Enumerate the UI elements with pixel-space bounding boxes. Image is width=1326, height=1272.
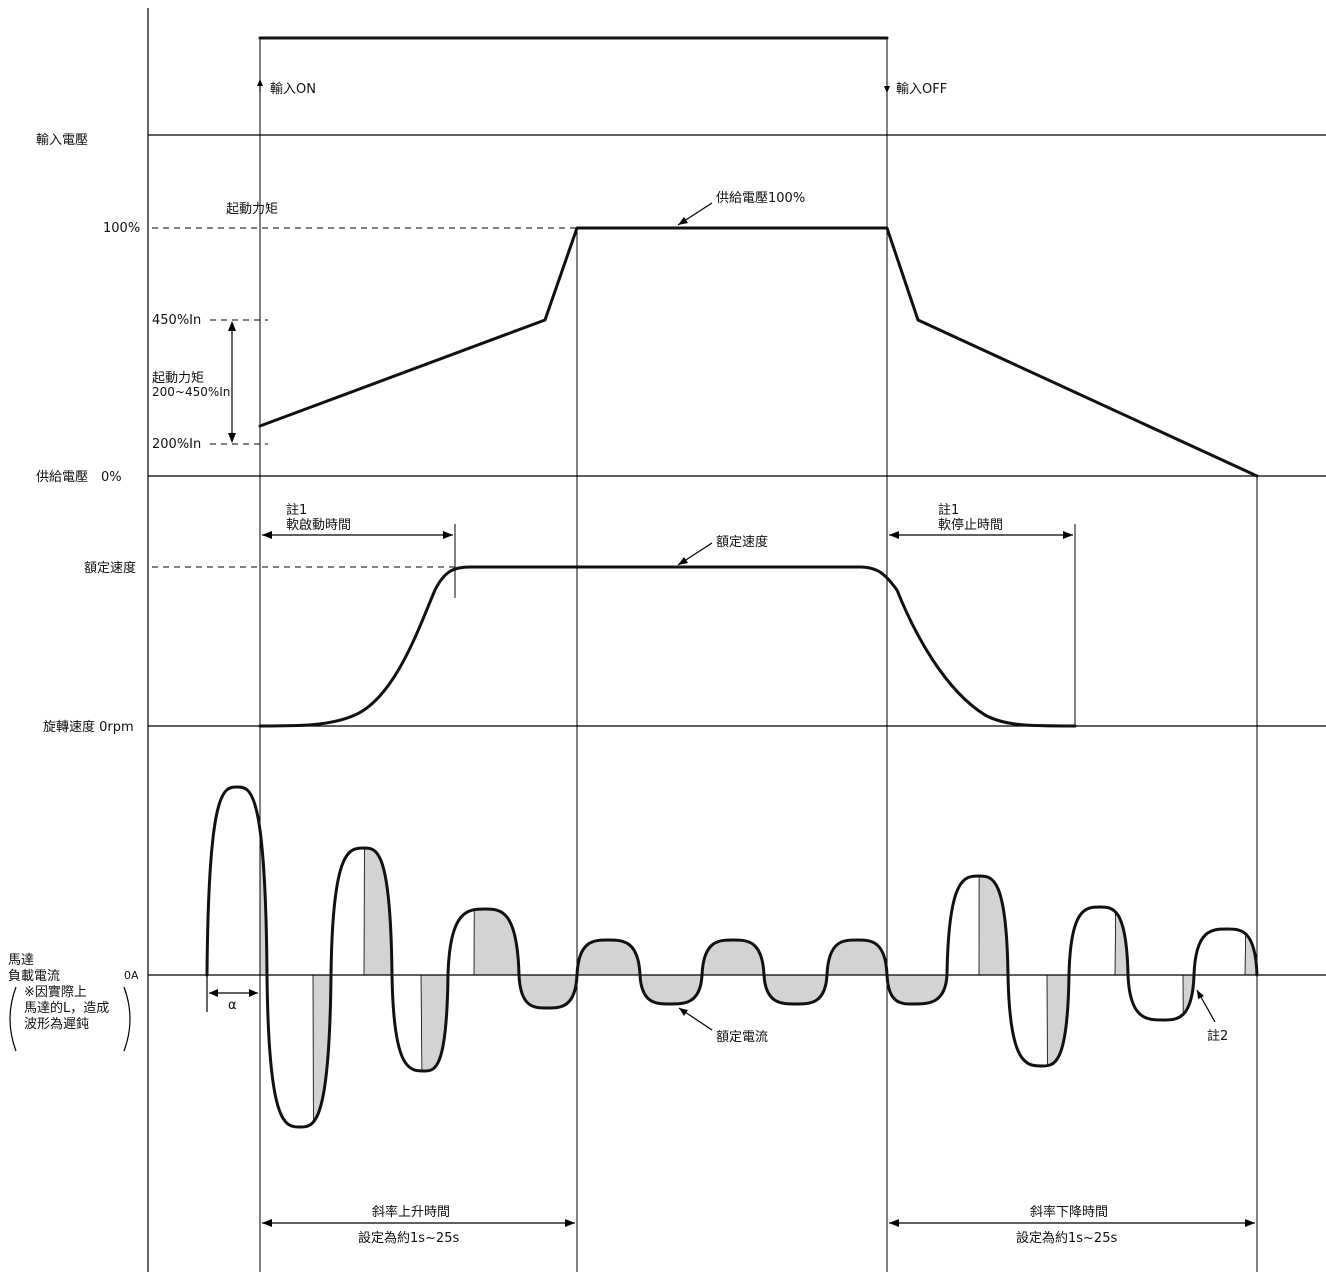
zero-amp-label: 0A (124, 969, 139, 982)
soft-start-time-label: 軟啟動時間 (286, 517, 351, 533)
pct-200-label: 200%In (152, 437, 201, 452)
ramp-up-label: 斜率上升時間 (372, 1204, 450, 1220)
torque-range-arrowhead-bottom (228, 433, 236, 443)
ramp-down-setting-label: 設定為約1s~25s (1016, 1230, 1117, 1246)
supply-100-leader (677, 202, 713, 226)
supply-voltage-curve (258, 226, 1259, 478)
ramp-up-dimension (262, 1219, 575, 1227)
ramp-down-dimension (889, 1219, 1255, 1227)
torque-range-arrowhead-top (228, 321, 236, 331)
note2-leader (1196, 989, 1216, 1023)
rated-current-label: 額定電流 (716, 1030, 768, 1045)
motor-label: 馬達 (8, 953, 34, 968)
rotation-speed-curve (258, 565, 1077, 728)
note1-stop-label: 註1 (938, 503, 959, 518)
current-shade-region-4 (420, 974, 449, 1072)
left-parenthesis (9, 986, 17, 1052)
supply-voltage-0-label: 供給電壓 0% (36, 470, 122, 485)
start-torque-top-label: 起動力矩 (226, 202, 278, 217)
load-current-wave (205, 785, 1259, 1129)
input-on-arrowhead (257, 79, 263, 86)
current-shade-region-5 (473, 908, 520, 976)
load-current-label: 負載電流 (8, 969, 60, 984)
alpha-dimension (206, 975, 258, 1012)
paren-line-3: 波形為遲鈍 (24, 1016, 89, 1032)
soft-stop-dimension (889, 531, 1073, 539)
supply-100-label: 供給電壓100% (716, 191, 805, 206)
note2-label: 註2 (1207, 1029, 1228, 1044)
paren-line-2: 馬達的L，造成 (24, 1000, 109, 1016)
rotation-speed-label: 旋轉速度 0rpm (43, 719, 134, 735)
rated-speed-axis-label: 額定速度 (84, 560, 136, 576)
soft-stop-time-label: 軟停止時間 (938, 517, 1003, 533)
current-shading (259, 830, 1258, 1123)
ramp-up-setting-label: 設定為約1s~25s (358, 1230, 459, 1246)
input-on-label: 輸入ON (270, 82, 316, 97)
note1-start-label: 註1 (286, 503, 307, 518)
torque-range-label-1: 起動力矩 (152, 371, 204, 386)
input-voltage-label: 輸入電壓 (36, 133, 88, 148)
ramp-down-label: 斜率下降時間 (1030, 1204, 1108, 1220)
rated-speed-callout-label: 額定速度 (716, 534, 768, 550)
right-parenthesis (123, 986, 131, 1052)
rated-current-leader (678, 1007, 713, 1031)
alpha-label: α (228, 998, 237, 1013)
input-off-arrowhead (884, 86, 890, 93)
pct-450-label: 450%In (152, 313, 201, 328)
soft-start-dimension (262, 531, 453, 539)
paren-line-1: ※因實際上 (24, 984, 87, 1000)
torque-range-label-2: 200~450%In (152, 385, 230, 399)
rated-speed-leader (677, 542, 713, 566)
current-shade-region-3 (363, 847, 393, 976)
current-shade-region-13 (978, 875, 1009, 976)
pct-100-label: 100% (103, 221, 140, 236)
input-off-label: 輸入OFF (896, 82, 947, 97)
